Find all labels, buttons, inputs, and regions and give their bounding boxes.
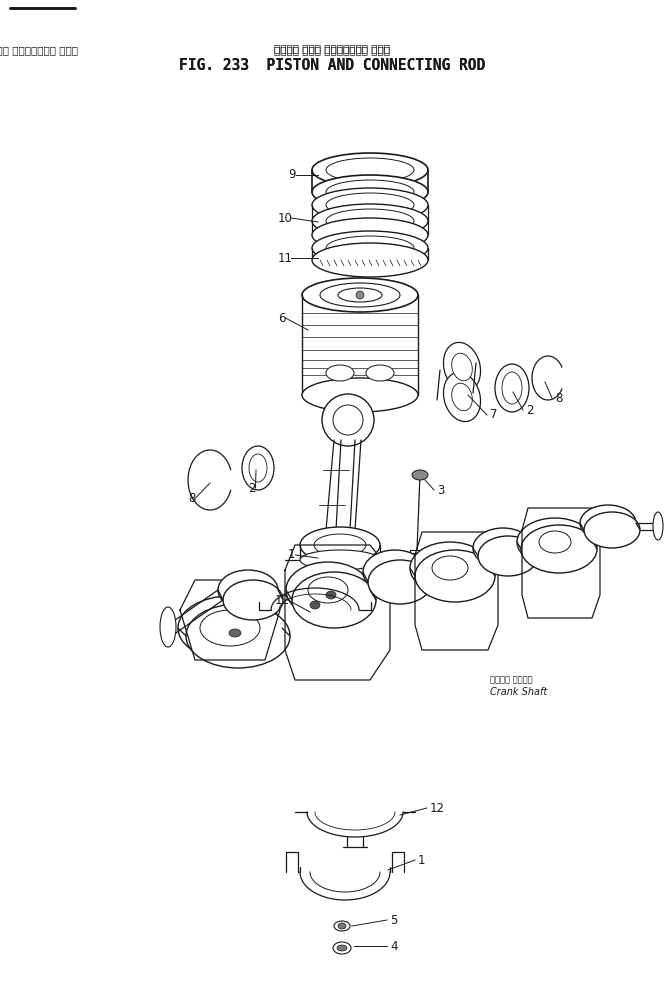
Text: 4: 4 — [390, 940, 398, 953]
Ellipse shape — [292, 572, 376, 628]
Ellipse shape — [249, 454, 267, 482]
Text: 11: 11 — [278, 252, 293, 264]
Ellipse shape — [312, 175, 428, 209]
Ellipse shape — [368, 560, 432, 604]
Ellipse shape — [584, 512, 640, 548]
Ellipse shape — [333, 942, 351, 954]
Ellipse shape — [338, 923, 346, 929]
Ellipse shape — [218, 570, 278, 610]
Text: 1: 1 — [418, 853, 426, 866]
Ellipse shape — [502, 372, 522, 404]
Ellipse shape — [334, 921, 350, 931]
Ellipse shape — [478, 536, 538, 576]
Polygon shape — [415, 532, 498, 650]
Text: 12: 12 — [275, 594, 290, 607]
Ellipse shape — [326, 209, 414, 233]
Text: 2: 2 — [248, 482, 255, 494]
Text: 5: 5 — [390, 913, 398, 927]
Ellipse shape — [517, 518, 593, 566]
Text: FIG. 233  PISTON AND CONNECTING ROD: FIG. 233 PISTON AND CONNECTING ROD — [179, 59, 485, 74]
Ellipse shape — [333, 405, 363, 435]
Text: Crank Shaft: Crank Shaft — [490, 687, 547, 697]
Ellipse shape — [229, 629, 241, 637]
Ellipse shape — [539, 531, 571, 553]
Text: 7: 7 — [490, 409, 497, 422]
Ellipse shape — [452, 383, 472, 411]
Text: 12: 12 — [430, 801, 445, 815]
Ellipse shape — [326, 365, 354, 381]
Text: 6: 6 — [278, 312, 285, 324]
Ellipse shape — [580, 505, 636, 541]
Text: 10: 10 — [278, 211, 293, 224]
Ellipse shape — [444, 342, 481, 391]
Ellipse shape — [521, 525, 597, 573]
Ellipse shape — [415, 550, 495, 602]
Ellipse shape — [326, 236, 414, 260]
Ellipse shape — [326, 180, 414, 204]
Ellipse shape — [286, 562, 370, 618]
Text: 2: 2 — [526, 403, 533, 417]
Text: クランク シャフト: クランク シャフト — [490, 675, 533, 684]
Ellipse shape — [178, 596, 282, 660]
Ellipse shape — [412, 470, 428, 480]
Ellipse shape — [312, 218, 428, 252]
Ellipse shape — [410, 553, 424, 561]
Ellipse shape — [338, 288, 382, 302]
Text: ピストン および コネクティング ロッド: ピストン および コネクティング ロッド — [274, 43, 390, 53]
Ellipse shape — [312, 204, 428, 238]
Ellipse shape — [200, 610, 260, 646]
Text: 3: 3 — [437, 484, 444, 496]
Polygon shape — [410, 550, 424, 563]
Ellipse shape — [312, 231, 428, 265]
Ellipse shape — [326, 193, 414, 217]
Ellipse shape — [410, 542, 490, 594]
Ellipse shape — [302, 378, 418, 412]
Ellipse shape — [326, 158, 414, 182]
Ellipse shape — [452, 353, 472, 380]
Ellipse shape — [432, 556, 468, 580]
Ellipse shape — [444, 373, 481, 422]
Ellipse shape — [363, 550, 427, 594]
Ellipse shape — [186, 604, 290, 668]
Ellipse shape — [302, 278, 418, 312]
Ellipse shape — [312, 153, 428, 187]
Text: 8: 8 — [555, 391, 563, 404]
Polygon shape — [522, 508, 600, 618]
Ellipse shape — [320, 283, 400, 307]
Ellipse shape — [366, 365, 394, 381]
Ellipse shape — [337, 945, 347, 951]
Polygon shape — [285, 545, 390, 680]
Text: 1: 1 — [288, 549, 295, 561]
Ellipse shape — [322, 394, 374, 446]
Ellipse shape — [312, 188, 428, 222]
Ellipse shape — [326, 591, 336, 599]
Ellipse shape — [308, 577, 348, 603]
Ellipse shape — [310, 601, 320, 609]
Ellipse shape — [223, 580, 283, 620]
Polygon shape — [180, 580, 280, 660]
Ellipse shape — [495, 364, 529, 412]
Ellipse shape — [653, 512, 663, 540]
Text: FIG. 233  PISTON AND CONNECTING ROD: FIG. 233 PISTON AND CONNECTING ROD — [179, 57, 485, 73]
Ellipse shape — [314, 534, 366, 556]
Text: 8: 8 — [188, 492, 196, 504]
Ellipse shape — [300, 550, 380, 570]
Text: ピストン および コネクティング ロッド: ピストン および コネクティング ロッド — [0, 45, 78, 55]
Ellipse shape — [312, 243, 428, 277]
Ellipse shape — [160, 607, 176, 647]
Ellipse shape — [242, 446, 274, 490]
Ellipse shape — [473, 528, 533, 568]
Text: ピストン および コネクティング ロッド: ピストン および コネクティング ロッド — [274, 45, 390, 55]
Ellipse shape — [300, 527, 380, 563]
Text: 9: 9 — [288, 168, 295, 182]
Ellipse shape — [356, 291, 364, 299]
